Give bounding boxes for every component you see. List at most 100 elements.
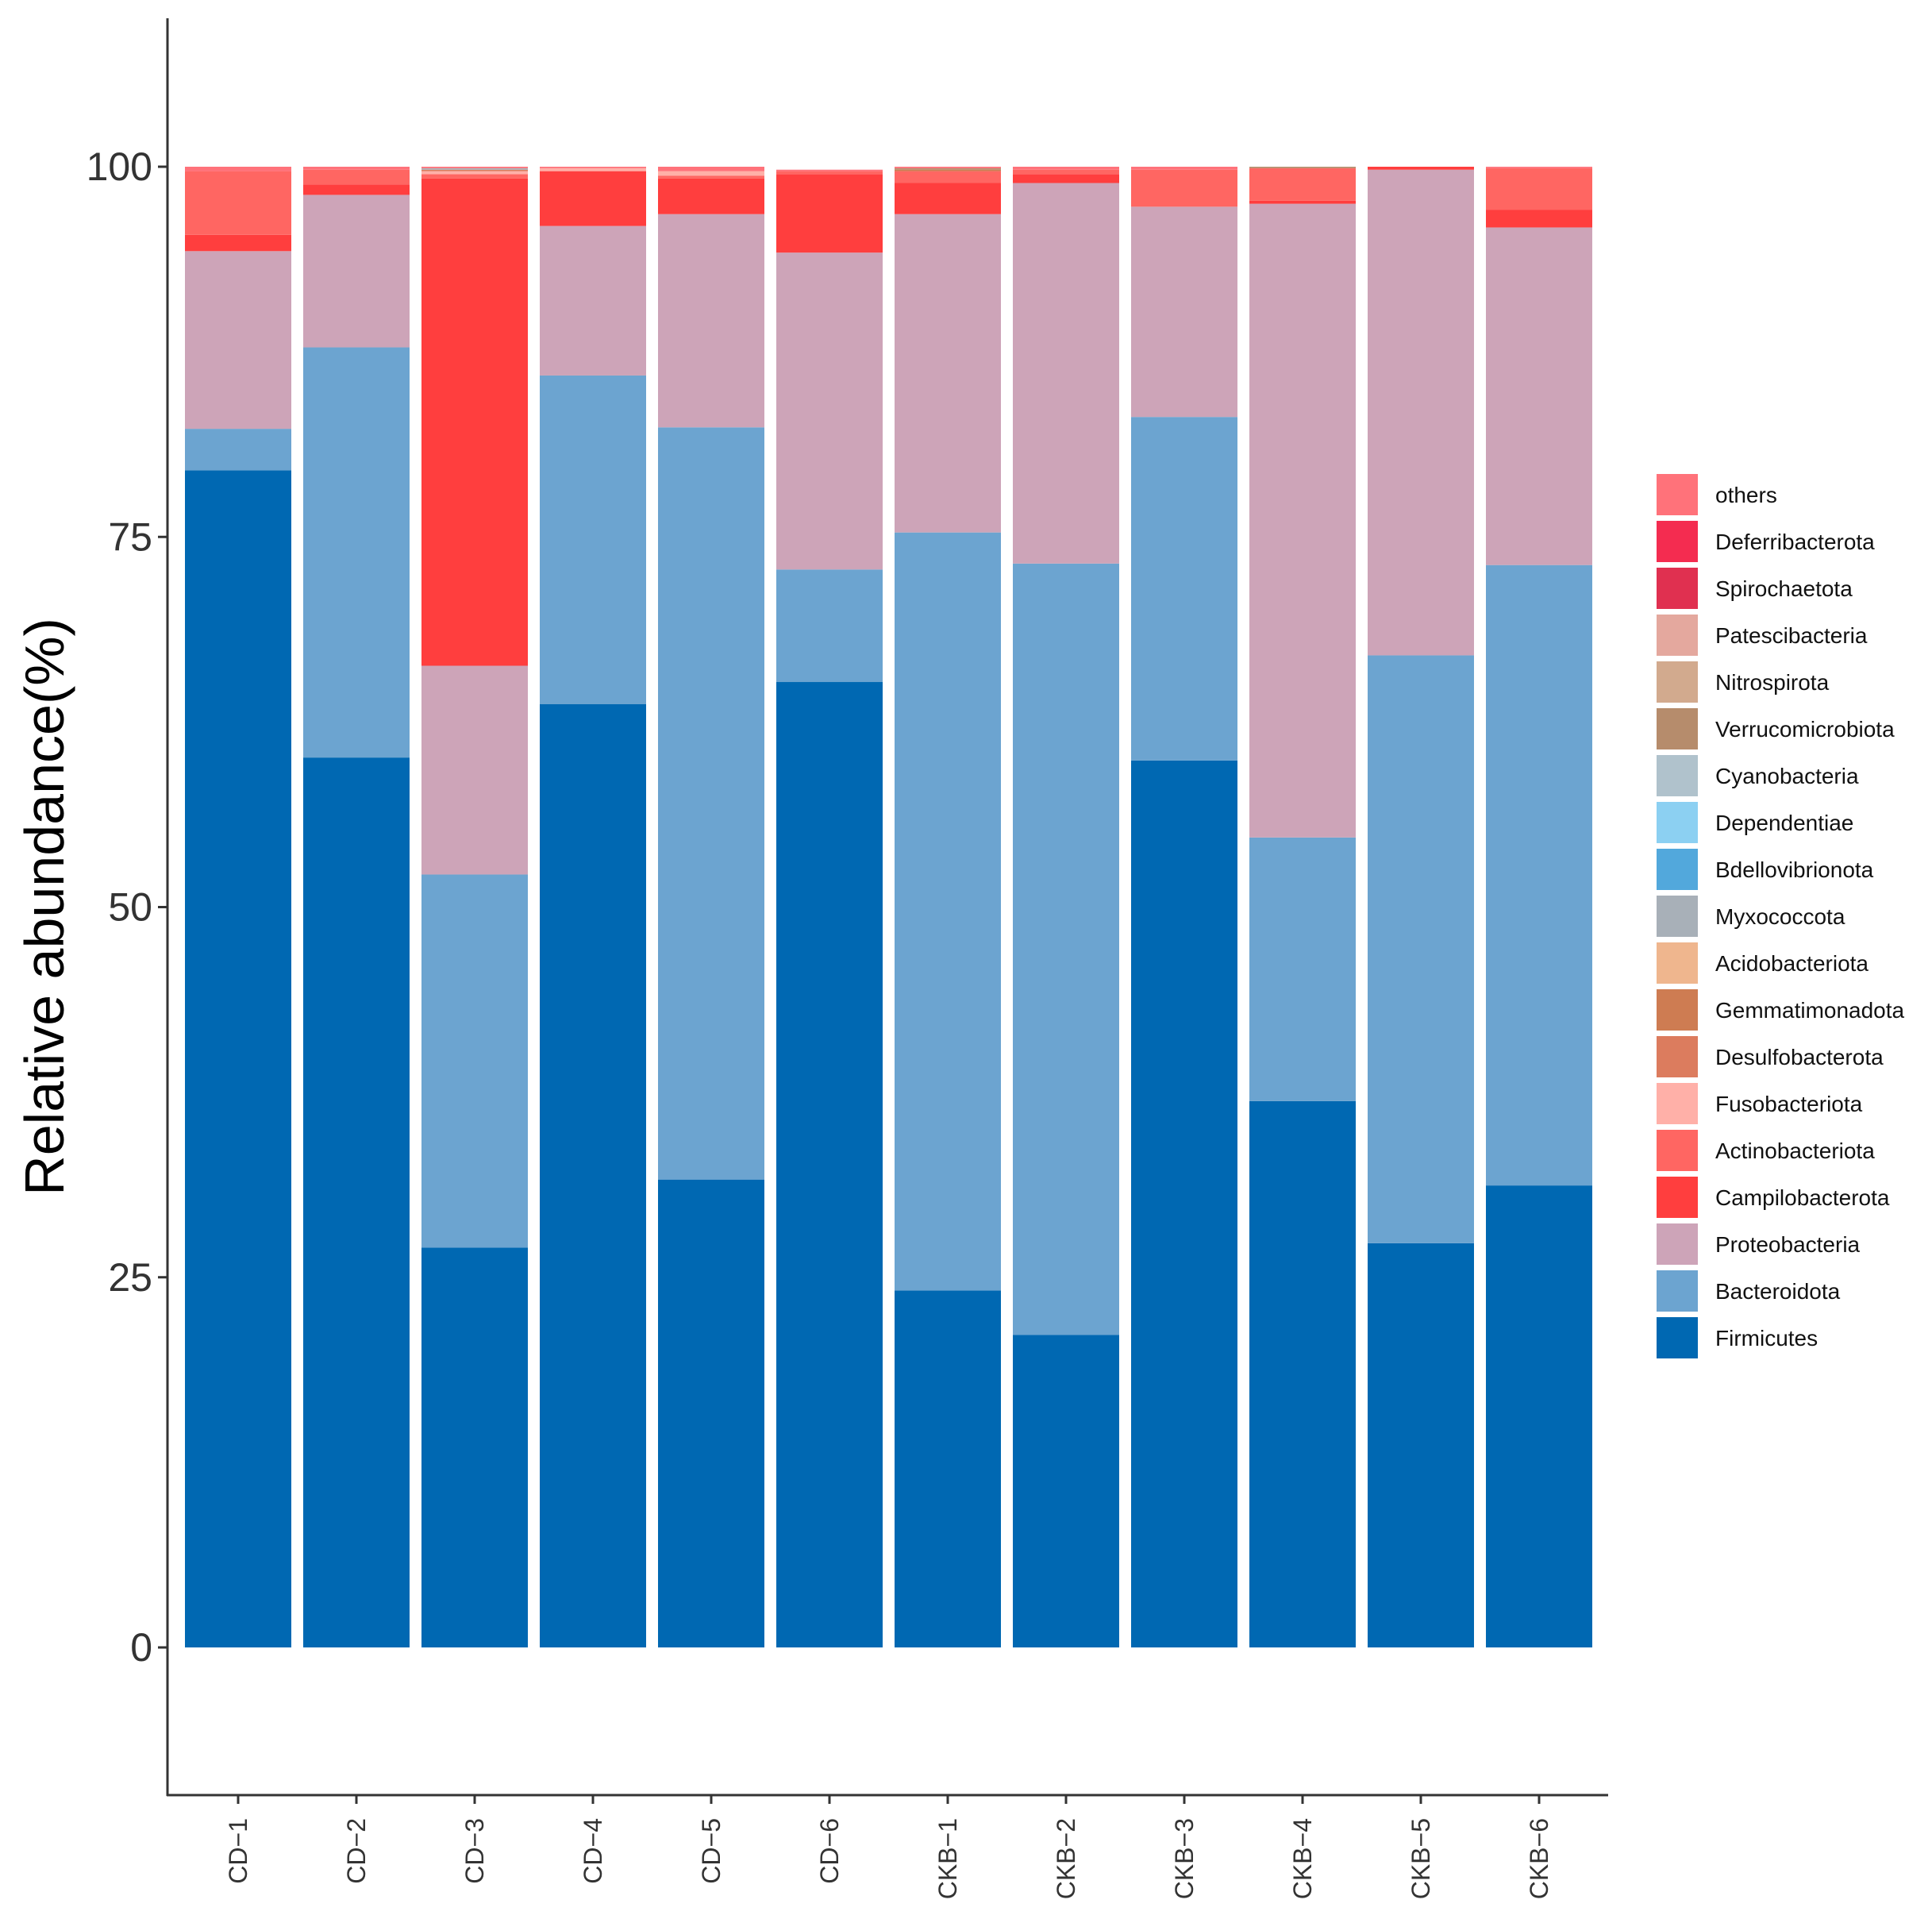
- bar-segment-proteobacteria-4: [540, 225, 646, 376]
- bars-layer: [185, 167, 1592, 1648]
- x-ticks: CD−1 CD−2 CD−3 CD−4 CD−5 CD−6 CKB−1 CKB−2 CKB−3 C…: [224, 1795, 1553, 1899]
- legend-label: Proteobacteria: [1715, 1232, 1861, 1257]
- bar-segment-bacteroidota-9: [1131, 417, 1237, 761]
- x-tick-label: CD−3: [460, 1818, 489, 1884]
- bar-segment-proteobacteria-3: [421, 665, 528, 875]
- legend-label: Firmicutes: [1715, 1326, 1818, 1351]
- legend-swatch: [1655, 941, 1699, 985]
- bar-segment-others-12: [1486, 167, 1592, 168]
- bar-segment-proteobacteria-9: [1131, 206, 1237, 418]
- bar-segment-firmicutes-3: [421, 1247, 528, 1647]
- bar-segment-campilobacterota-6: [776, 174, 883, 253]
- bar-segment-bacteroidota-8: [1013, 563, 1119, 1335]
- x-tick-label: CKB−5: [1407, 1818, 1435, 1899]
- bar-segment-firmicutes-7: [895, 1290, 1001, 1647]
- bar-segment-campilobacterota-12: [1486, 210, 1592, 228]
- bar-segment-myxococcota-3: [421, 168, 528, 170]
- bar-segment-firmicutes-4: [540, 703, 646, 1647]
- x-tick-label: CKB−1: [933, 1818, 962, 1899]
- legend-label: Bacteroidota: [1715, 1279, 1841, 1304]
- bar-segment-firmicutes-5: [658, 1179, 764, 1647]
- legend-label: Nitrospirota: [1715, 670, 1830, 695]
- bar-segment-others-7: [895, 167, 1001, 168]
- bar-segment-others-3: [421, 167, 528, 168]
- legend-label: Cyanobacteria: [1715, 764, 1859, 788]
- bar-segment-bacteroidota-7: [895, 532, 1001, 1291]
- bar-segment-campilobacterota-5: [658, 178, 764, 214]
- x-tick-label: CKB−2: [1052, 1818, 1080, 1899]
- bar-segment-proteobacteria-7: [895, 214, 1001, 533]
- legend-swatch: [1655, 660, 1699, 704]
- bar-segment-actinobacteriota-7: [895, 171, 1001, 183]
- legend-label: Campilobacterota: [1715, 1185, 1890, 1210]
- y-tick-label: 50: [108, 885, 152, 930]
- y-tick-label: 100: [87, 144, 152, 189]
- x-tick-label: CD−2: [342, 1818, 371, 1884]
- bar-segment-others-4: [540, 167, 646, 168]
- bar-segment-bacteroidota-5: [658, 427, 764, 1180]
- bar-segment-actinobacteriota-3: [421, 174, 528, 179]
- bar-segment-firmicutes-1: [185, 470, 291, 1648]
- legend-swatch: [1655, 519, 1699, 564]
- legend-swatch: [1655, 753, 1699, 798]
- x-tick-label: CKB−6: [1525, 1818, 1553, 1899]
- bar-segment-campilobacterota-7: [895, 183, 1001, 214]
- bar-segment-verrucomicrobiota-7: [895, 168, 1001, 170]
- legend-label: Deferribacterota: [1715, 530, 1875, 554]
- bar-segment-campilobacterota-8: [1013, 174, 1119, 183]
- bar-segment-bacteroidota-6: [776, 569, 883, 683]
- bar-segment-actinobacteriota-8: [1013, 169, 1119, 175]
- legend-label: Fusobacteriota: [1715, 1092, 1863, 1116]
- legend-label: Gemmatimonadota: [1715, 998, 1905, 1023]
- legend-swatch: [1655, 472, 1699, 517]
- legend-label: Desulfobacterota: [1715, 1045, 1884, 1069]
- x-tick-label: CD−4: [579, 1818, 607, 1884]
- y-ticks: 0 25 50 75 100: [87, 144, 167, 1670]
- bar-segment-proteobacteria-5: [658, 214, 764, 428]
- bar-segment-fusobacteriota-3: [421, 171, 528, 175]
- bar-segment-campilobacterota-10: [1249, 200, 1356, 204]
- bar-segment-bacteroidota-2: [303, 347, 410, 758]
- legend-swatch: [1655, 800, 1699, 845]
- bar-segment-bacteroidota-3: [421, 874, 528, 1248]
- bar-segment-actinobacteriota-5: [658, 175, 764, 179]
- bar-segment-firmicutes-11: [1368, 1243, 1474, 1647]
- x-tick-label: CD−1: [224, 1818, 252, 1884]
- bar-segment-proteobacteria-11: [1368, 169, 1474, 656]
- bar-segment-proteobacteria-6: [776, 252, 883, 570]
- bar-segment-actinobacteriota-12: [1486, 168, 1592, 210]
- bar-segment-actinobacteriota-9: [1131, 169, 1237, 207]
- bar-segment-campilobacterota-4: [540, 171, 646, 226]
- legend-swatch: [1655, 847, 1699, 892]
- legend-label: Acidobacteriota: [1715, 951, 1868, 976]
- legend-label: Myxococcota: [1715, 904, 1845, 929]
- legend-label: Bdellovibrionota: [1715, 857, 1874, 882]
- bar-segment-firmicutes-8: [1013, 1335, 1119, 1647]
- bar-segment-firmicutes-9: [1131, 760, 1237, 1647]
- bar-segment-desulfobacterota-3: [421, 169, 528, 171]
- legend-swatch: [1655, 988, 1699, 1032]
- bar-segment-campilobacterota-1: [185, 234, 291, 252]
- legend-swatch: [1655, 1035, 1699, 1079]
- bar-segment-actinobacteriota-1: [185, 171, 291, 235]
- legend-label: Verrucomicrobiota: [1715, 717, 1895, 742]
- bar-segment-bacteroidota-12: [1486, 564, 1592, 1186]
- bar-segment-firmicutes-2: [303, 757, 410, 1647]
- bar-segment-proteobacteria-12: [1486, 227, 1592, 565]
- bar-segment-bacteroidota-4: [540, 375, 646, 704]
- legend-label: Patescibacteria: [1715, 623, 1868, 648]
- x-tick-label: CD−6: [815, 1818, 844, 1884]
- bar-segment-proteobacteria-1: [185, 251, 291, 430]
- bar-segment-firmicutes-6: [776, 682, 883, 1647]
- bar-segment-actinobacteriota-2: [303, 169, 410, 185]
- legend-swatch: [1655, 613, 1699, 657]
- legend-swatch: [1655, 566, 1699, 611]
- legend-swatch: [1655, 1269, 1699, 1313]
- y-tick-label: 0: [130, 1625, 152, 1670]
- bar-segment-proteobacteria-2: [303, 195, 410, 348]
- legend-swatch: [1655, 1316, 1699, 1360]
- legend-swatch: [1655, 1081, 1699, 1126]
- bar-segment-fusobacteriota-5: [658, 171, 764, 176]
- legend-label: Dependentiae: [1715, 811, 1853, 835]
